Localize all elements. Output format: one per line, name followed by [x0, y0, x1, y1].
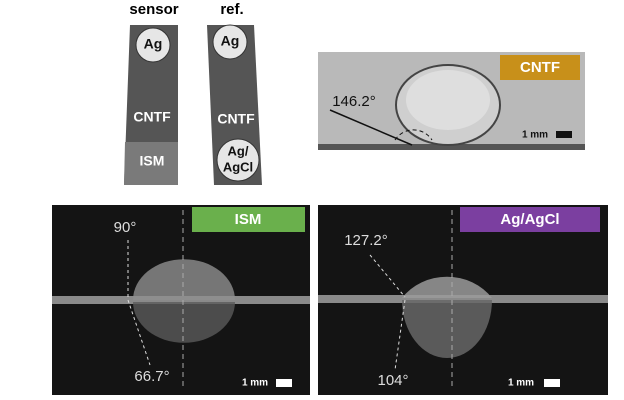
angle-label: 127.2° — [344, 232, 388, 249]
scale-label: 1 mm — [522, 130, 548, 141]
strip-title: sensor — [129, 1, 178, 18]
strip-label: CNTF — [217, 111, 255, 127]
scale-label: 1 mm — [242, 378, 268, 389]
scale-label: 1 mm — [508, 378, 534, 389]
angle-label: 66.7° — [134, 368, 169, 385]
strip-label: Ag — [221, 33, 240, 49]
sensor-strip: Ag CNTF ISM — [124, 25, 178, 185]
strip-label: AgCl — [223, 159, 253, 174]
reference-strip: Ag CNTF Ag/ AgCl — [207, 24, 262, 185]
ism-panel: ISM 90° 66.7° 1 mm — [52, 205, 310, 395]
agagcl-panel: Ag/AgCl 127.2° 104° 1 mm — [318, 205, 608, 395]
angle-label: 146.2° — [332, 93, 376, 110]
panel-label: ISM — [235, 211, 262, 228]
strip-label: ISM — [140, 153, 165, 169]
strip-label: Ag — [144, 36, 163, 52]
panel-label: CNTF — [520, 59, 560, 76]
strip-label: CNTF — [133, 109, 171, 125]
strip-label: Ag/ — [228, 143, 249, 158]
panel-label: Ag/AgCl — [500, 211, 559, 228]
angle-label: 104° — [377, 372, 408, 389]
strip-title: ref. — [220, 1, 243, 18]
angle-label: 90° — [114, 219, 137, 236]
cntf-panel: CNTF 146.2° 1 mm — [318, 52, 585, 150]
